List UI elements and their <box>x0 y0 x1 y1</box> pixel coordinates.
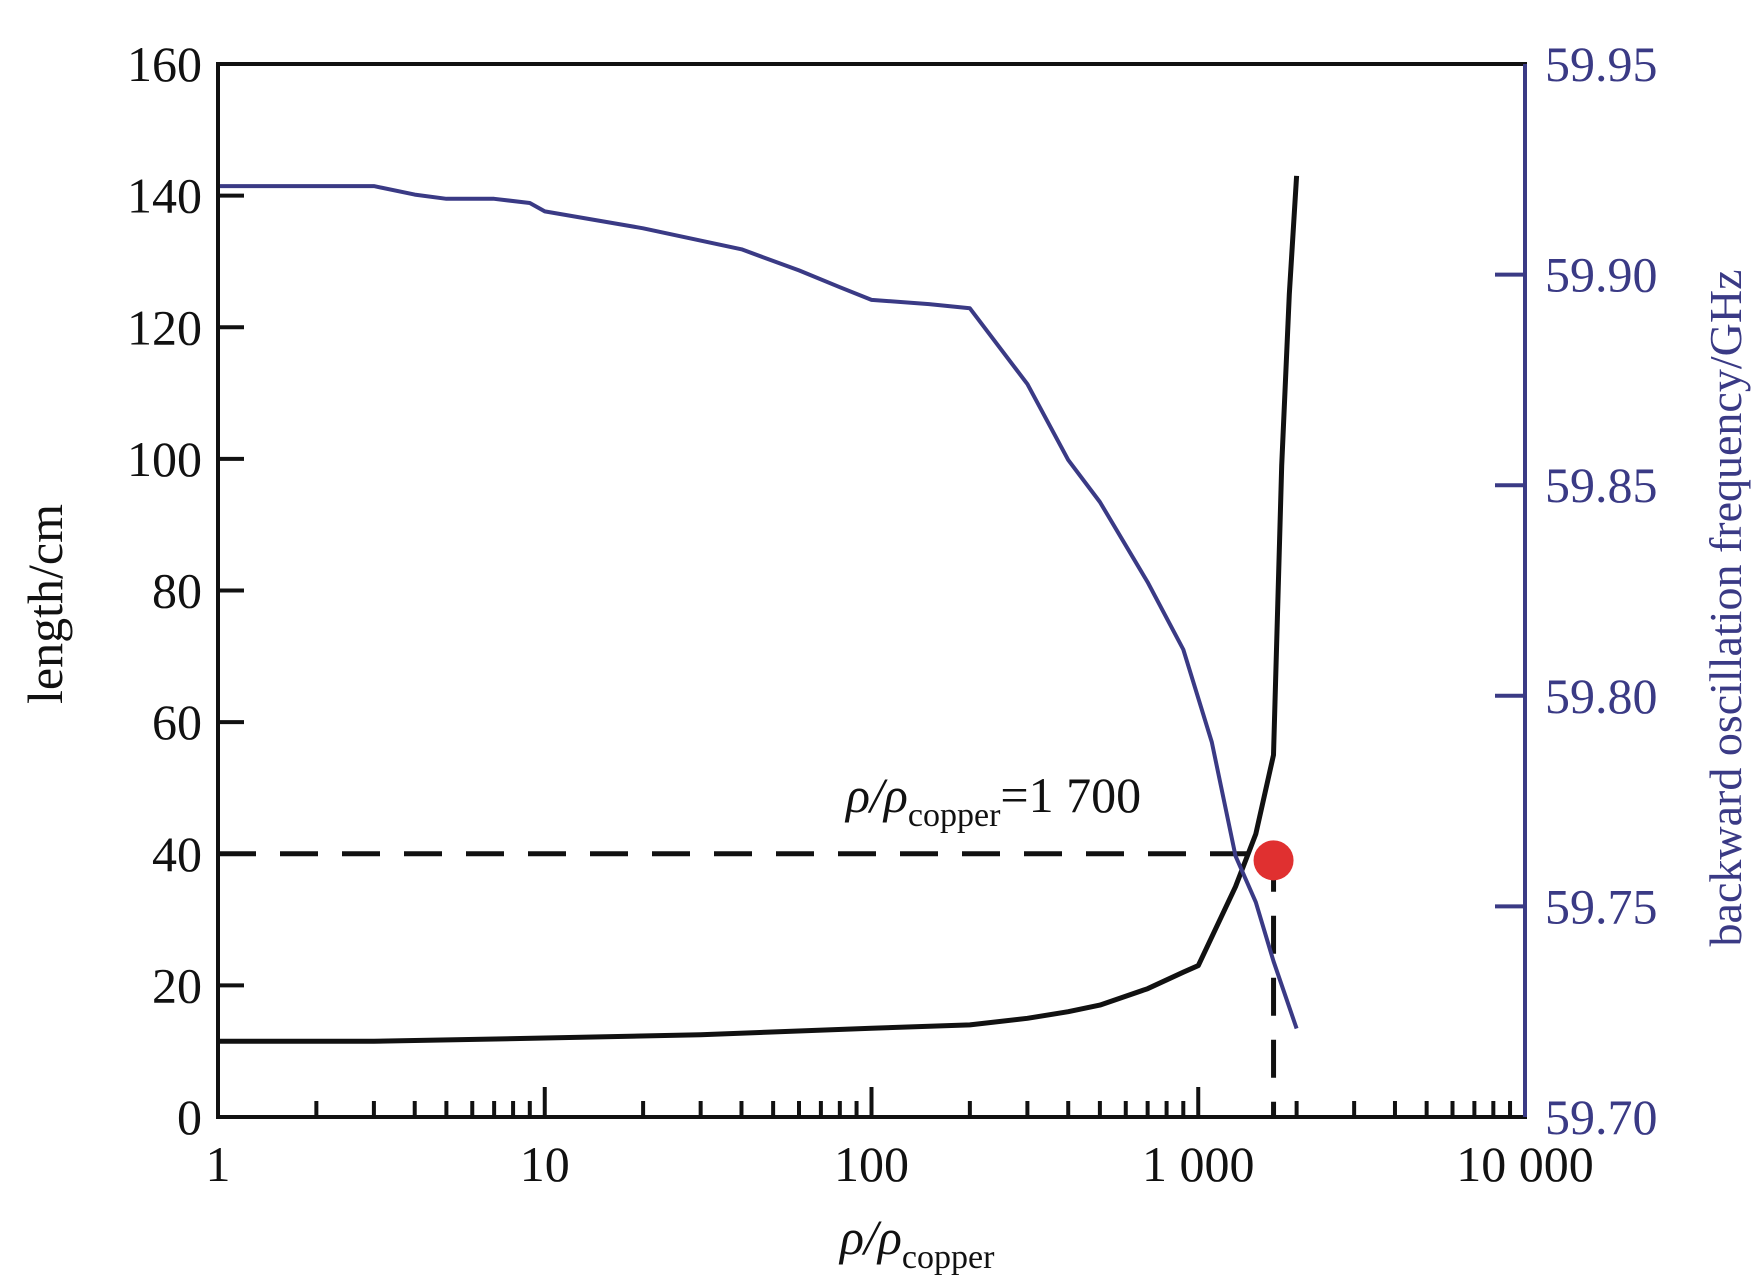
plot-frame <box>216 62 1527 1119</box>
left-tick-label: 100 <box>127 431 202 487</box>
right-tick-label: 59.90 <box>1545 247 1658 303</box>
x-tick-label: 10 000 <box>1456 1136 1594 1192</box>
right-tick-label: 59.95 <box>1545 36 1658 92</box>
right-y-axis-ticks: 59.70 59.75 59.80 59.85 59.90 59.95 <box>1495 36 1658 1145</box>
left-tick-label: 40 <box>152 826 202 882</box>
x-axis-title-sub: copper <box>902 1239 995 1276</box>
y-axis-title-right: backward oscillation frequency/GHz <box>1700 270 1751 947</box>
right-tick-label: 59.80 <box>1545 668 1658 724</box>
x-tick-label: 100 <box>834 1136 909 1192</box>
right-tick-label: 59.85 <box>1545 457 1658 513</box>
left-tick-label: 140 <box>127 168 202 224</box>
x-axis-title-main: ρ/ρ <box>838 1209 902 1265</box>
frequency-series-line <box>218 184 1299 1030</box>
left-tick-label: 120 <box>127 299 202 355</box>
x-tick-label: 10 <box>520 1136 570 1192</box>
right-tick-label: 59.75 <box>1545 878 1658 934</box>
x-tick-label: 1 <box>206 1136 231 1192</box>
marker-layer <box>1253 840 1294 881</box>
annotation-main: ρ/ρ <box>844 767 908 823</box>
left-tick-label: 60 <box>152 694 202 750</box>
left-tick-label: 0 <box>177 1089 202 1145</box>
x-axis-ticks: 1 10 100 1 000 10 000 <box>206 1087 1594 1192</box>
reference-lines <box>218 851 1277 1117</box>
x-axis-title: ρ/ρcopper <box>838 1209 995 1276</box>
left-tick-label: 80 <box>152 563 202 619</box>
left-tick-label: 160 <box>127 36 202 92</box>
series-layer <box>218 175 1300 1044</box>
y-axis-title-left: length/cm <box>17 504 73 704</box>
x-tick-label: 1 000 <box>1142 1136 1255 1192</box>
annotation-suffix: =1 700 <box>1000 767 1141 823</box>
annotation-label: ρ/ρcopper=1 700 <box>844 767 1141 834</box>
intersection-marker <box>1253 840 1294 881</box>
left-y-axis-ticks: 0 20 40 60 80 100 120 140 160 <box>127 36 244 1145</box>
length-series-line <box>218 175 1300 1044</box>
annotation-sub: copper <box>908 797 1001 834</box>
right-tick-label: 59.70 <box>1545 1089 1658 1145</box>
left-tick-label: 20 <box>152 957 202 1013</box>
